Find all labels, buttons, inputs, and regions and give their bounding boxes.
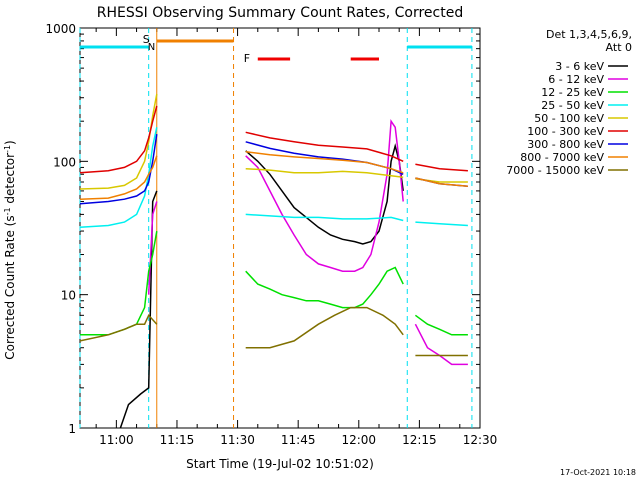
series-line <box>79 93 158 190</box>
legend-label: 50 - 100 keV <box>534 112 604 125</box>
series-line <box>79 155 158 200</box>
x-tick-label: 12:15 <box>402 433 437 447</box>
y-tick-label: 10 <box>61 289 76 303</box>
y-tick-label: 100 <box>53 155 76 169</box>
series-line <box>79 313 158 342</box>
series-line <box>80 230 158 336</box>
plot-area: 1 10 100 1000 11:00 11:15 11:30 11:45 12:00 12:15… <box>45 22 497 447</box>
y-tick-label: 1 <box>68 422 76 436</box>
x-tick-label: 11:30 <box>220 433 255 447</box>
y-axis-label-mid: detector <box>3 153 17 208</box>
chart-title: RHESSI Observing Summary Count Rates, Co… <box>97 5 463 21</box>
legend-label: 12 - 25 keV <box>541 86 604 99</box>
series-line <box>414 314 468 336</box>
y-axis-label-text: Corrected Count Rate (s <box>3 215 17 359</box>
legend-label: 300 - 800 keV <box>527 138 604 151</box>
series-line <box>415 163 468 172</box>
series-line <box>79 105 158 174</box>
legend-label: 100 - 300 keV <box>527 125 604 138</box>
x-tick-label: 11:45 <box>281 433 316 447</box>
legend-label: 3 - 6 keV <box>555 60 604 73</box>
timestamp: 17-Oct-2021 10:18 <box>560 468 636 477</box>
saa-flag-label: S <box>143 33 150 46</box>
legend-header-detectors: Det 1,3,4,5,6,9, <box>546 28 632 41</box>
series-line <box>79 133 158 205</box>
x-tick-label: 12:30 <box>463 433 498 447</box>
legend-header-attenuator: Att 0 <box>606 41 632 54</box>
series-line <box>245 266 404 309</box>
legend-label: 800 - 7000 keV <box>520 151 604 164</box>
legend-label: 7000 - 15000 keV <box>506 164 604 177</box>
x-tick-label: 11:15 <box>160 433 195 447</box>
series-line <box>415 177 468 188</box>
legend-label: 6 - 12 keV <box>548 73 604 86</box>
x-axis-label: Start Time (19-Jul-02 10:51:02) <box>186 457 374 471</box>
y-axis-label-sup2: -1 <box>3 145 12 153</box>
series-line <box>245 150 404 174</box>
series-line <box>245 131 404 162</box>
series-line <box>245 213 404 222</box>
legend-label: 25 - 50 keV <box>541 99 604 112</box>
series-line <box>245 167 404 178</box>
plot-frame <box>79 27 481 429</box>
y-tick-label: 1000 <box>45 22 76 36</box>
series-line <box>245 306 404 349</box>
x-tick-label: 11:00 <box>99 433 134 447</box>
y-axis-label: Corrected Count Rate (s-1 detector-1) <box>3 140 17 359</box>
series-line <box>245 143 404 245</box>
series-line <box>415 221 468 227</box>
x-tick-label: 12:00 <box>341 433 376 447</box>
night-flag-label: N <box>148 42 155 53</box>
series-line <box>245 118 404 272</box>
series-line <box>119 190 158 429</box>
y-axis-label-sup1: -1 <box>3 207 12 215</box>
series-line <box>147 201 158 295</box>
y-axis-label-end: ) <box>3 140 17 145</box>
series-line <box>79 127 158 229</box>
flare-flag-label: F <box>244 52 250 65</box>
